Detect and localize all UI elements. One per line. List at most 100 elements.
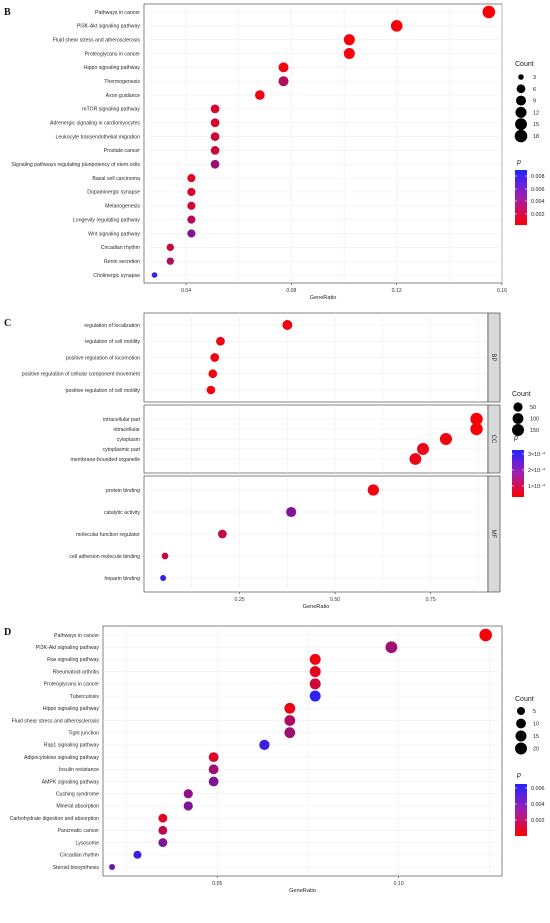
term-label: catalytic activity [104,510,140,516]
x-axis-title: GeneRatio [310,295,337,301]
facet-strip [487,475,501,593]
color-bar-label: 0.008 [531,174,545,180]
point-thermogenesis [278,76,289,87]
term-label: Steroid biosynthesis [53,865,100,871]
x-axis-title: GeneRatio [303,604,330,610]
plot-area: Pathways in cancer PI3K-Akt signaling pat… [11,3,503,284]
point-protein-binding [367,484,379,496]
size-legend-label: 15 [533,734,539,740]
point-cholinergic-synapse [151,272,158,278]
x-axis-title: GeneRatio [289,888,316,894]
facet-bp: regulation of localization regulation of … [22,312,501,403]
term-label: Circadian rhythm [60,853,99,859]
term-label: Dopaminergic synapse [87,190,140,196]
term-label: positive regulation of cell motility [66,388,141,394]
size-legend-key [518,74,524,80]
point-melanogenesis [187,201,196,210]
point-regulation-of-cell-motility [216,336,225,346]
term-label: PI3K-Akt signaling pathway [36,645,100,651]
point-positive-regulation-of-locomotion [210,353,220,362]
point-pathways-in-cancer [479,628,492,642]
point-ampk-signaling-pathway [208,776,219,787]
point-ras-signaling-pathway [309,653,321,665]
term-label: Pancreatic cancer [57,828,99,834]
point-leukocyte-transendothelial-migration [210,132,220,141]
panel-b: B Pathways in cancer PI3K-Akt signaling pa… [4,3,545,301]
point-renin-secretion [166,257,175,265]
size-legend-label: 9 [533,99,536,105]
term-label: AMPK signaling pathway [42,779,100,785]
size-legend-key [515,118,527,131]
point-tight-junction [284,727,296,739]
term-label: intracellular [113,427,140,433]
term-label: Thermogenesis [104,79,140,85]
point-proteoglycans-in-cancer [343,48,355,60]
size-legend-label: 18 [533,134,539,140]
term-label: Fluid shear stress and atherosclerosis [53,37,141,43]
color-bar [515,170,527,225]
color-legend-title: p [516,159,521,166]
size-legend-label: 6 [533,87,536,93]
size-legend-title: Count [515,696,534,703]
point-wnt-signaling-pathway [187,229,196,238]
color-bar-label: 0.004 [531,199,545,205]
panel-letter: D [4,627,11,638]
point-circadian-rhythm [166,243,175,252]
term-label: membrane-bounded organelle [70,457,140,463]
term-label: regulation of cell motility [85,339,141,345]
point-adipocytokine-signaling-pathway [208,752,219,763]
term-label: Ras signaling pathway [47,657,99,663]
size-legend-label: 150 [530,428,539,434]
term-label: molecular function regulator [76,532,140,538]
facet-mf: protein binding catalytic activity molecul… [69,475,501,593]
color-bar [515,784,527,836]
size-legend-key [516,718,526,729]
color-legend-title: p [513,435,518,442]
facet-strip [487,404,501,474]
term-label: cytoplasm [117,437,140,443]
term-label: Prostate cancer [104,148,141,154]
term-label: Wnt signaling pathway [88,231,140,237]
x-tick-label: 0.08 [286,288,296,294]
size-legend-key [515,742,527,755]
term-label: Tight junction [68,730,99,736]
point-pi3k-akt-signaling-pathway [385,641,398,654]
term-label: Longevity regulating pathway [73,217,141,223]
point-regulation-of-localization [282,320,293,330]
term-label: positive regulation of cellular componen… [22,372,141,378]
term-label: Fluid shear stress and atherosclerosis [12,718,100,724]
size-legend-label: 10 [533,722,539,728]
color-bar-label: 3×10⁻⁴ [528,452,546,458]
term-label: regulation of localization [84,323,140,329]
size-legend-key [516,706,526,716]
size-legend-key [514,129,528,143]
point-intracellular-part [470,412,483,426]
point-pancreatic-cancer [158,825,168,835]
term-label: Adrenergic signaling in cardiomyocytes [50,121,140,127]
point-signaling-pathways-regulating-pluripotency-of-stem-cells [210,159,220,169]
size-legend-key [512,424,524,436]
size-legend-key [512,413,524,424]
point-fluid-shear-stress-and-atherosclerosis [343,34,355,46]
point-heparin-binding [160,575,167,581]
panel-letter: B [4,7,11,18]
term-label: heparin binding [105,576,141,582]
term-label: Melanogenesis [105,204,140,210]
x-tick-label: 0.05 [212,881,222,887]
point-steroid-biosynthesis [109,864,116,870]
size-legend-label: 12 [533,110,539,116]
term-label: cytoplasmic part [103,447,141,453]
panel-d: D Pathways in cancer PI3K-Akt signaling pa… [4,625,545,894]
color-bar-label: 0.002 [531,212,545,218]
facet-strip-label: MF [490,530,496,539]
point-membrane-bounded-organelle [409,453,422,465]
term-label: Rheumatoid arthritis [53,669,100,675]
x-tick-label: 0.04 [181,288,191,294]
term-label: Hippo signaling pathway [84,65,141,71]
x-tick-label: 0.25 [235,597,245,603]
point-hippo-signaling-pathway [284,702,296,714]
size-legend-label: 20 [533,747,539,753]
point-longevity-regulating-pathway [187,215,196,224]
